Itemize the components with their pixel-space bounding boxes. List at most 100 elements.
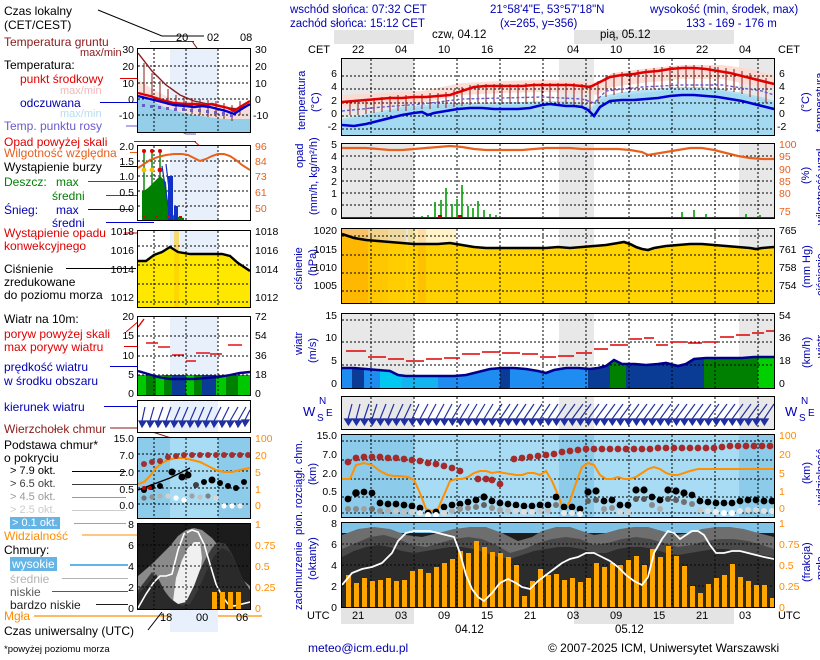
- main-vis-tick-3: 1: [779, 486, 785, 498]
- main-cloud-tick-0: 15.0: [316, 430, 337, 442]
- legend-wind-dir-leader: [104, 406, 138, 407]
- mini-hum-axis-0: 96: [255, 141, 267, 153]
- legend-snow-max-leader: [88, 209, 132, 210]
- main-daystrip-bottom-1: [414, 608, 574, 624]
- mini-panel-temperature: [137, 48, 251, 133]
- main-top-tick-7: 16: [653, 44, 666, 56]
- main-day-label-top-0: czw, 04.12: [432, 29, 487, 41]
- main-vis-tick-0: 100: [779, 430, 797, 442]
- mini-wind-axis-2: 10: [122, 350, 134, 362]
- legend-local-time-line1: Czas lokalny: [4, 4, 73, 18]
- compass-e-left: E: [326, 408, 333, 419]
- legend-okt25-leader: [72, 510, 126, 511]
- main-bottom-tick-3: 15: [481, 610, 494, 622]
- main-top-tick-1: 04: [395, 44, 408, 56]
- main-temp-tick-1: 4: [331, 81, 337, 93]
- mini-tick-20: 20: [176, 32, 189, 44]
- legend-wind-speed-leader: [110, 366, 140, 367]
- mini-wind-axis-r3: 18: [255, 369, 267, 381]
- main-wind-tick-3: 0: [331, 378, 337, 390]
- main-temp-tick-r0: 6: [779, 68, 785, 80]
- footer-email[interactable]: meteo@icm.edu.pl: [308, 641, 409, 655]
- mini-pressure-axis-3: 1012: [110, 292, 134, 304]
- legend-temp-title: Temperatura:: [4, 58, 75, 72]
- main-panel-winddir: [341, 396, 775, 430]
- mini-cover-axis-0: 8: [128, 519, 134, 531]
- main-precip-tick-0: 5: [331, 139, 337, 151]
- mini-cloud-axis-3: 0.5: [119, 484, 134, 496]
- legend-gust-max-leader: [124, 346, 142, 347]
- main-pressure-tick-3: 1005: [313, 280, 337, 292]
- legend-snow: Śnieg:: [4, 203, 39, 217]
- legend-okt79-leader: [72, 471, 126, 472]
- main-bottom-tick-1: 03: [395, 610, 408, 622]
- mini-temp-axis-r-2: 10: [255, 78, 267, 90]
- legend-snow-max: max: [56, 203, 79, 217]
- main-wind-axis-title-left: wiatr: [293, 331, 305, 355]
- main-hum-tick-5: 75: [779, 206, 791, 218]
- main-top-tick-9: 04: [739, 44, 752, 56]
- legend-cl-low-leader: [52, 591, 128, 592]
- main-fog-axis-title-right: mgła: [815, 556, 820, 580]
- mini-vis-axis-3: 1: [255, 484, 261, 496]
- mini-tick-18: 18: [160, 612, 173, 624]
- main-fog-tick-0: 1: [779, 518, 785, 530]
- legend-gust-over: poryw powyżej skali: [4, 327, 111, 341]
- legend-conv-line2: konwekcyjnego: [4, 239, 87, 253]
- mini-pressure-axis-r0: 1018: [255, 226, 279, 238]
- legend-local-time-leader: [97, 9, 204, 37]
- main-precip-axis-unit-left: (mm/h, kg/m²/h): [308, 137, 320, 215]
- legend-cl-verylow-leader: [96, 604, 128, 605]
- main-panel-cover: [341, 522, 775, 608]
- main-top-tick-3: 16: [481, 44, 494, 56]
- legend-rain-mean: średni: [52, 189, 85, 203]
- main-pressure-tick-r3: 754: [779, 280, 797, 292]
- mini-wind-axis-r1: 54: [255, 330, 267, 342]
- main-pressure-tick-r0: 765: [779, 225, 797, 237]
- legend-conv-line1: Wystąpienie opadu: [4, 226, 106, 240]
- mini-precip-axis-4: 0.0: [119, 203, 134, 215]
- legend-cl-mid-leader: [62, 578, 128, 579]
- header-sunrise: wschód słońca: 07:32 CET: [290, 4, 427, 16]
- mini-panel-clouds: [137, 437, 251, 519]
- legend-rain-max-leader: [88, 181, 160, 182]
- main-pressure-tick-r2: 758: [779, 262, 797, 274]
- mini-night-band-bottom: [170, 610, 218, 632]
- legend-rain-max: max: [56, 175, 79, 189]
- mini-cover-axis-1: 6: [128, 540, 134, 552]
- mini-cloud-axis-1: 7.0: [119, 450, 134, 462]
- legend-pressure-line2: zredukowane: [4, 275, 76, 289]
- legend-okt-65: > 6.5 okt.: [10, 478, 56, 490]
- main-wind-tick-r3: 0: [779, 378, 785, 390]
- main-cover-tick-1: 6: [331, 539, 337, 551]
- main-cloud-tick-4: 0.0: [322, 503, 337, 515]
- mini-pressure-axis-r3: 1012: [255, 292, 279, 304]
- main-wind-tick-1: 10: [325, 332, 337, 344]
- compass-n-right: N: [801, 396, 809, 407]
- mini-temp-axis-l-4: -10: [118, 110, 134, 122]
- main-compass-left: N W E S: [300, 396, 336, 430]
- legend-local-time: Czas lokalny (CET/CEST): [4, 4, 72, 32]
- main-daystrip-1: [414, 30, 574, 44]
- mini-temp-axis-l-3: 0: [128, 94, 134, 106]
- main-cloud-axis-title-left: pion. rozciągł. chm.: [293, 440, 305, 535]
- main-bottom-tick-2: 09: [438, 610, 451, 622]
- legend-okt-45: > 4.5 okt.: [10, 491, 56, 503]
- main-panel-clouds: [341, 434, 775, 518]
- mini-hum-axis-3: 61: [255, 187, 267, 199]
- mini-precip-axis-1: 1.5: [119, 156, 134, 168]
- main-bottom-tick-4: 21: [524, 610, 537, 622]
- main-precip-tick-4: 1: [331, 188, 337, 200]
- mini-vis-axis-1: 20: [255, 450, 267, 462]
- main-bottom-tick-9: 03: [739, 610, 752, 622]
- main-fog-axis-unit-right: (frakcja): [801, 542, 813, 582]
- main-cover-tick-2: 4: [331, 560, 337, 572]
- mini-precip-axis-2: 1.0: [119, 171, 134, 183]
- mini-wind-axis-4: 0: [128, 388, 134, 400]
- legend-wind-speed-line2: w środku obszaru: [4, 374, 99, 388]
- mini-cover-axis-4: 0: [128, 603, 134, 615]
- mini-temp-axis-r-1: 20: [255, 61, 267, 73]
- main-cover-tick-0: 8: [331, 518, 337, 530]
- legend-precip-over: Opad powyżej skali: [4, 135, 108, 149]
- mini-precip-axis-0: 2.0: [119, 141, 134, 153]
